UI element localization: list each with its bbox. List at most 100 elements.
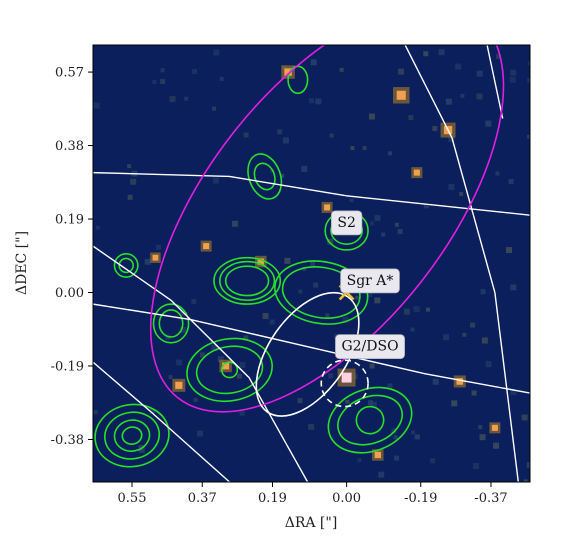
- orbit-line-b: [93, 303, 530, 394]
- noise-pixel: [95, 225, 100, 230]
- magenta-ellipse: [149, 45, 505, 413]
- noise-pixel: [169, 96, 176, 103]
- noise-pixel: [470, 322, 476, 328]
- plot-area: [93, 45, 530, 482]
- noise-pixel: [368, 292, 373, 297]
- noise-pixel: [432, 126, 438, 132]
- flux-contour: [224, 265, 270, 297]
- noise-pixel: [282, 137, 289, 144]
- noise-pixel: [473, 463, 480, 470]
- noise-pixel: [362, 146, 367, 151]
- noise-pixel: [127, 194, 133, 200]
- noise-pixel: [149, 408, 155, 414]
- noise-pixel: [527, 61, 530, 66]
- noise-pixel: [423, 203, 429, 209]
- orbit-line-a: [93, 171, 530, 216]
- noise-pixel: [310, 261, 316, 267]
- bright-source: [175, 381, 183, 389]
- noise-pixel: [243, 335, 249, 341]
- noise-pixel: [93, 102, 100, 109]
- noise-pixel: [329, 133, 334, 138]
- flux-contour: [118, 257, 134, 274]
- noise-pixel: [180, 310, 186, 316]
- noise-pixel: [327, 238, 334, 245]
- flux-contour: [113, 253, 139, 278]
- bright-source: [396, 90, 406, 100]
- noise-pixel: [370, 401, 377, 408]
- noise-pixel: [485, 120, 492, 127]
- x-axis-label: ΔRA ["]: [285, 515, 338, 531]
- noise-pixel: [297, 398, 303, 404]
- noise-pixel: [430, 458, 436, 464]
- noise-pixel: [451, 400, 458, 407]
- noise-pixel: [160, 79, 166, 85]
- noise-pixel: [476, 93, 483, 100]
- noise-pixel: [213, 49, 220, 56]
- noise-pixel: [510, 69, 517, 76]
- noise-pixel: [394, 222, 399, 227]
- noise-pixel: [127, 164, 132, 169]
- noise-pixel: [495, 54, 501, 60]
- white-ellipse-dso: [255, 291, 360, 417]
- noise-pixel: [398, 68, 405, 75]
- annotation-label: G2/DSO: [341, 339, 398, 355]
- x-tick-label: 0.19: [258, 491, 287, 506]
- noise-pixel: [495, 171, 500, 176]
- bright-source: [374, 451, 381, 459]
- flux-contour: [195, 345, 264, 395]
- noise-pixel: [387, 151, 392, 156]
- flux-contour: [337, 394, 403, 446]
- noise-pixel: [480, 289, 486, 295]
- annotation-box: S2: [330, 210, 363, 236]
- noise-pixel: [269, 319, 275, 325]
- noise-pixel: [374, 297, 381, 304]
- noise-pixel: [191, 298, 197, 304]
- noise-pixel: [357, 458, 362, 463]
- noise-pixel: [345, 399, 350, 404]
- noise-pixel: [381, 232, 386, 237]
- flux-contour: [213, 256, 282, 305]
- bright-source: [152, 254, 159, 261]
- noise-pixel: [243, 132, 249, 138]
- noise-pixel: [313, 282, 319, 288]
- x-tick-label: 0.00: [332, 491, 361, 506]
- noise-pixel: [403, 308, 410, 315]
- noise-pixel: [280, 173, 285, 178]
- flux-contour: [152, 303, 190, 344]
- noise-pixel: [471, 390, 477, 396]
- noise-pixel: [239, 410, 245, 416]
- noise-pixel: [197, 430, 204, 437]
- noise-pixel: [232, 220, 239, 227]
- noise-pixel: [476, 70, 483, 77]
- noise-pixel: [445, 98, 452, 105]
- bright-source: [257, 258, 264, 265]
- noise-pixel: [328, 373, 334, 379]
- noise-pixel: [413, 306, 420, 313]
- noise-pixel: [342, 316, 349, 323]
- noise-pixel: [219, 76, 224, 81]
- orbit-line-c: [93, 245, 309, 482]
- annotation-box: G2/DSO: [335, 334, 405, 360]
- noise-pixel: [302, 266, 307, 271]
- flux-contour: [94, 403, 170, 468]
- noise-pixel: [510, 388, 517, 395]
- flux-contour: [104, 411, 161, 460]
- x-tick-label: 0.37: [188, 491, 217, 506]
- plot-frame: [92, 44, 531, 483]
- noise-pixel: [368, 113, 375, 120]
- noise-pixel: [310, 59, 317, 66]
- noise-pixel: [509, 76, 516, 83]
- white-dashed-circle: [320, 359, 369, 408]
- noise-pixel: [315, 98, 322, 105]
- noise-pixel: [414, 434, 420, 440]
- noise-pixel: [138, 446, 145, 453]
- noise-pixel: [508, 179, 514, 185]
- noise-pixel: [199, 352, 205, 358]
- flux-contour: [281, 266, 361, 319]
- noise-pixel: [425, 307, 430, 312]
- noise-pixel: [144, 258, 151, 265]
- flux-contour: [158, 309, 184, 338]
- noise-pixel: [506, 247, 513, 254]
- noise-pixel: [523, 479, 528, 482]
